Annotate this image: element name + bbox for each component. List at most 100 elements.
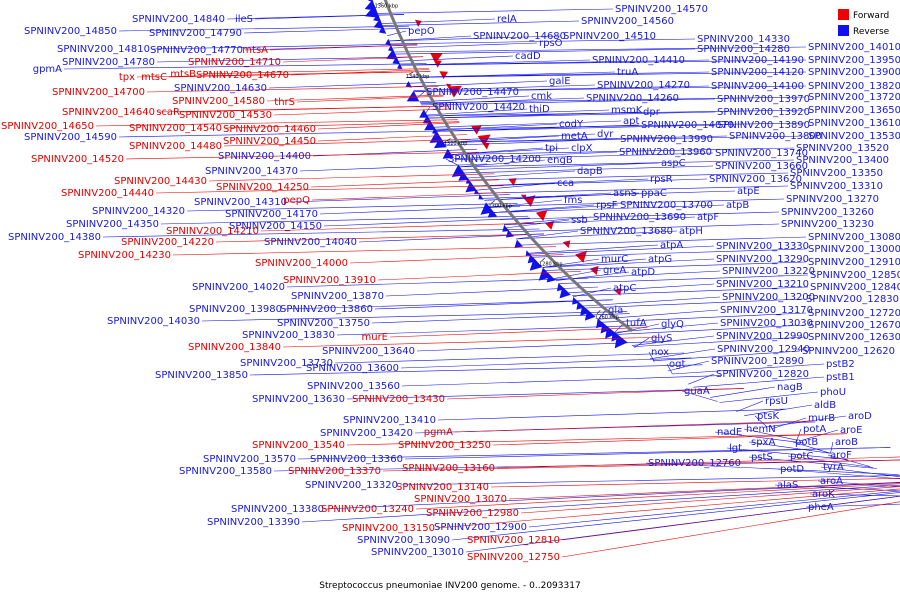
feature-glyph-148 [611,331,622,342]
inner-connector-77 [520,486,900,514]
inner-connector-38 [323,217,531,227]
feature-glyph-128 [514,239,523,248]
outer-connector-42 [467,170,576,179]
outer-connector-26 [434,120,622,128]
outer-connector-74 [634,337,650,348]
outer-connector-52 [493,204,725,213]
feature-glyph-117 [465,181,477,193]
outer-connector-0 [377,8,614,14]
outer-connector-19 [420,97,585,105]
inner-label-79: SPNINV200_13150 [342,523,435,534]
inner-connector-8 [282,56,424,63]
outer-label-67: SPNINV200_13210 [716,279,809,290]
inner-label-51: SPNINV200_13750 [277,318,370,329]
outer-connector-7 [398,55,514,62]
outer-label-49: fms [564,195,582,206]
outer-label-89: pstS [751,452,773,463]
inner-label-83: SPNINV200_13010 [371,547,464,558]
outer-connector-81 [681,390,718,402]
outer-connector-55 [503,216,696,225]
outer-connector-104 [489,198,785,207]
outer-label-25: SPNINV200_13920 [717,107,810,118]
outer-connector-103 [478,185,789,194]
feature-glyph-113 [482,142,490,150]
outer-connector-17 [417,91,425,98]
outer-label-78: ogt [669,359,685,370]
outer-label-59: murC [601,254,628,265]
outer-label-133: pheA [808,502,834,513]
inner-connector-64 [454,420,814,433]
outer-label-125: potB [795,437,818,448]
feature-glyph-119 [478,194,484,200]
inner-label-7: SPNINV200_14780 [62,57,155,68]
outer-label-30: metA [561,131,588,142]
outer-connector-64 [530,245,715,255]
inner-connector-30 [208,173,495,182]
outer-connector-97 [427,109,807,117]
outer-label-11: SPNINV200_14190 [711,55,804,66]
outer-label-70: SPNINV200_13170 [720,305,813,316]
feature-glyph-115 [458,171,469,181]
outer-label-19: SPNINV200_14260 [586,93,679,104]
outer-label-68: SPNINV200_13200 [722,292,815,303]
outer-label-44: rpsR [650,174,673,185]
outer-connector-59 [542,258,600,268]
tick-mark-7 [377,2,383,5]
outer-connector-14 [411,80,548,87]
outer-connector-1 [381,18,496,24]
outer-label-90: SPNINV200_12760 [648,458,741,469]
inner-connector-84 [561,501,900,558]
outer-connector-106 [510,223,780,233]
outer-label-75: SPNINV200_12990 [716,331,809,342]
inner-connector-59 [401,375,721,387]
inner-connector-57 [400,357,692,369]
outer-connector-94 [406,71,807,78]
feature-glyph-142 [580,305,591,316]
inner-connector-75 [325,482,900,510]
inner-label-26: SPNINV200_14480 [129,141,222,152]
inner-label-41: SPNINV200_14220 [121,237,214,248]
outer-label-124: aroE [840,425,862,436]
outer-label-71: tufA [626,318,647,329]
feature-glyph-130 [525,250,532,256]
outer-connector-22 [426,108,528,116]
outer-label-54: SPNINV200_13690 [593,212,686,223]
inner-connector-22 [223,121,460,129]
inner-label-43: SPNINV200_14230 [78,250,171,261]
inner-label-3: SPNINV200_14790 [149,28,242,39]
outer-label-95: SPNINV200_13820 [808,81,900,92]
inner-connector-71 [496,456,900,469]
inner-label-49: SPNINV200_13860 [280,304,373,315]
feature-glyph-99 [405,81,412,88]
outer-label-86: nadE [717,427,742,438]
inner-label-67: SPNINV200_13570 [203,454,296,465]
outer-connector-95 [413,85,807,92]
inner-connector-15 [268,82,437,89]
outer-label-62: atpD [631,267,655,278]
feature-glyph-138 [559,286,571,299]
inner-label-24: SPNINV200_14590 [24,132,117,143]
outer-connector-79 [667,360,710,372]
inner-label-30: SPNINV200_14430 [114,176,207,187]
outer-connector-35 [451,147,570,155]
tick-label-11: 1280 kbp [539,262,563,268]
inner-connector-33 [311,192,509,201]
outer-connector-85 [743,428,797,441]
inner-connector-78 [301,484,900,523]
inner-label-73: SPNINV200_13140 [396,482,489,493]
inner-label-12: mtsB [170,69,196,80]
outer-label-47: ppaC [641,188,667,199]
inner-connector-16 [266,94,444,102]
inner-label-66: SPNINV200_13250 [398,440,491,451]
inner-connector-58 [249,364,703,376]
outer-label-103: SPNINV200_13310 [790,181,883,192]
outer-label-120: aldB [814,400,836,411]
inner-label-61: SPNINV200_13430 [352,394,445,405]
inner-label-10: tpx [119,72,135,83]
outer-label-51: SPNINV200_13700 [620,200,713,211]
outer-connector-65 [542,258,715,268]
outer-connector-117 [672,363,825,375]
inner-connector-61 [446,388,744,400]
outer-label-35: clpX [571,143,593,154]
